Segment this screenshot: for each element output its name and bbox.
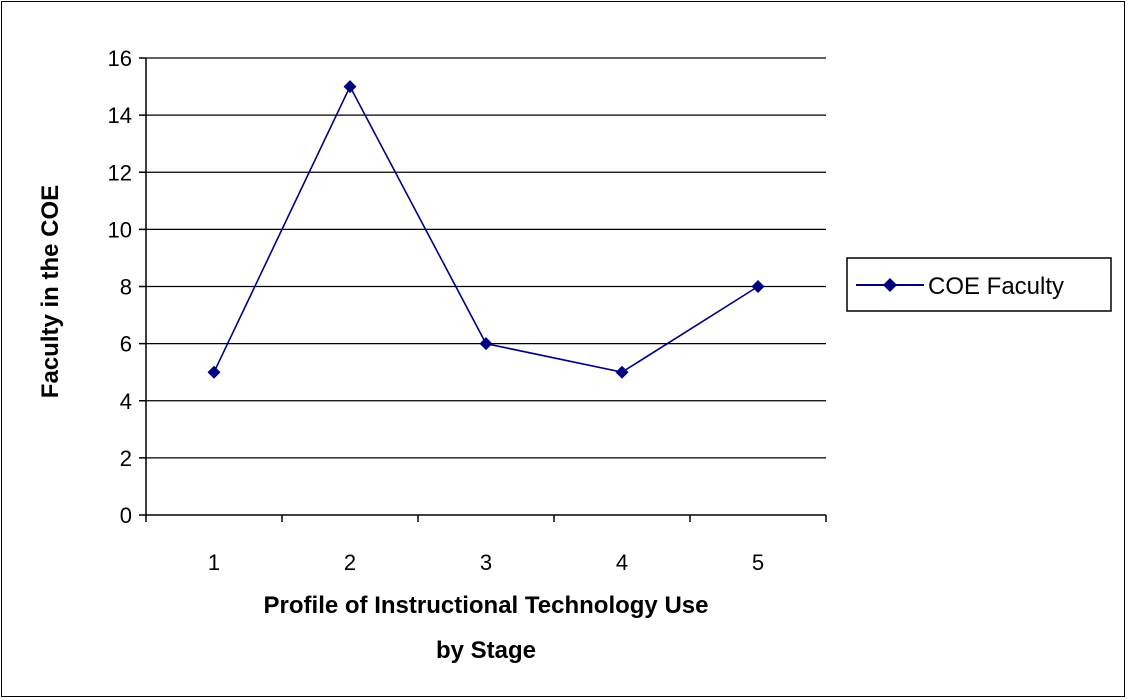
x-tick-label: 2 xyxy=(344,550,356,575)
x-axis-title-line-2: by Stage xyxy=(436,637,536,664)
y-tick-labels: 0 2 4 6 8 10 12 14 16 xyxy=(108,46,146,528)
y-tick-label: 0 xyxy=(120,503,132,528)
data-point-marker xyxy=(207,365,221,379)
x-axis-title-line-1: Profile of Instructional Technology Use xyxy=(264,592,709,619)
legend-label: COE Faculty xyxy=(928,273,1064,300)
y-tick-label: 16 xyxy=(108,46,132,71)
y-tick-label: 14 xyxy=(108,103,132,128)
legend-diamond-marker xyxy=(883,278,897,292)
y-tick-label: 8 xyxy=(120,275,132,300)
x-tick-label: 3 xyxy=(480,550,492,575)
data-point-marker xyxy=(615,365,629,379)
y-tick-label: 2 xyxy=(120,446,132,471)
x-tick-labels: 1 2 3 4 5 xyxy=(145,515,827,575)
y-tick-label: 4 xyxy=(120,389,132,414)
y-axis-title: Faculty in the COE xyxy=(37,185,64,398)
data-point-marker xyxy=(479,337,493,351)
x-tick-label: 5 xyxy=(752,550,764,575)
x-tick-label: 4 xyxy=(616,550,628,575)
data-point-marker xyxy=(343,80,357,94)
series-layer xyxy=(207,80,765,379)
gridlines xyxy=(146,57,826,459)
data-point-marker xyxy=(751,280,765,293)
y-tick-label: 10 xyxy=(108,217,132,242)
y-tick-label: 12 xyxy=(108,160,132,185)
y-tick-label: 6 xyxy=(120,332,132,357)
x-tick-label: 1 xyxy=(208,550,220,575)
legend: COE Faculty xyxy=(846,257,1112,312)
